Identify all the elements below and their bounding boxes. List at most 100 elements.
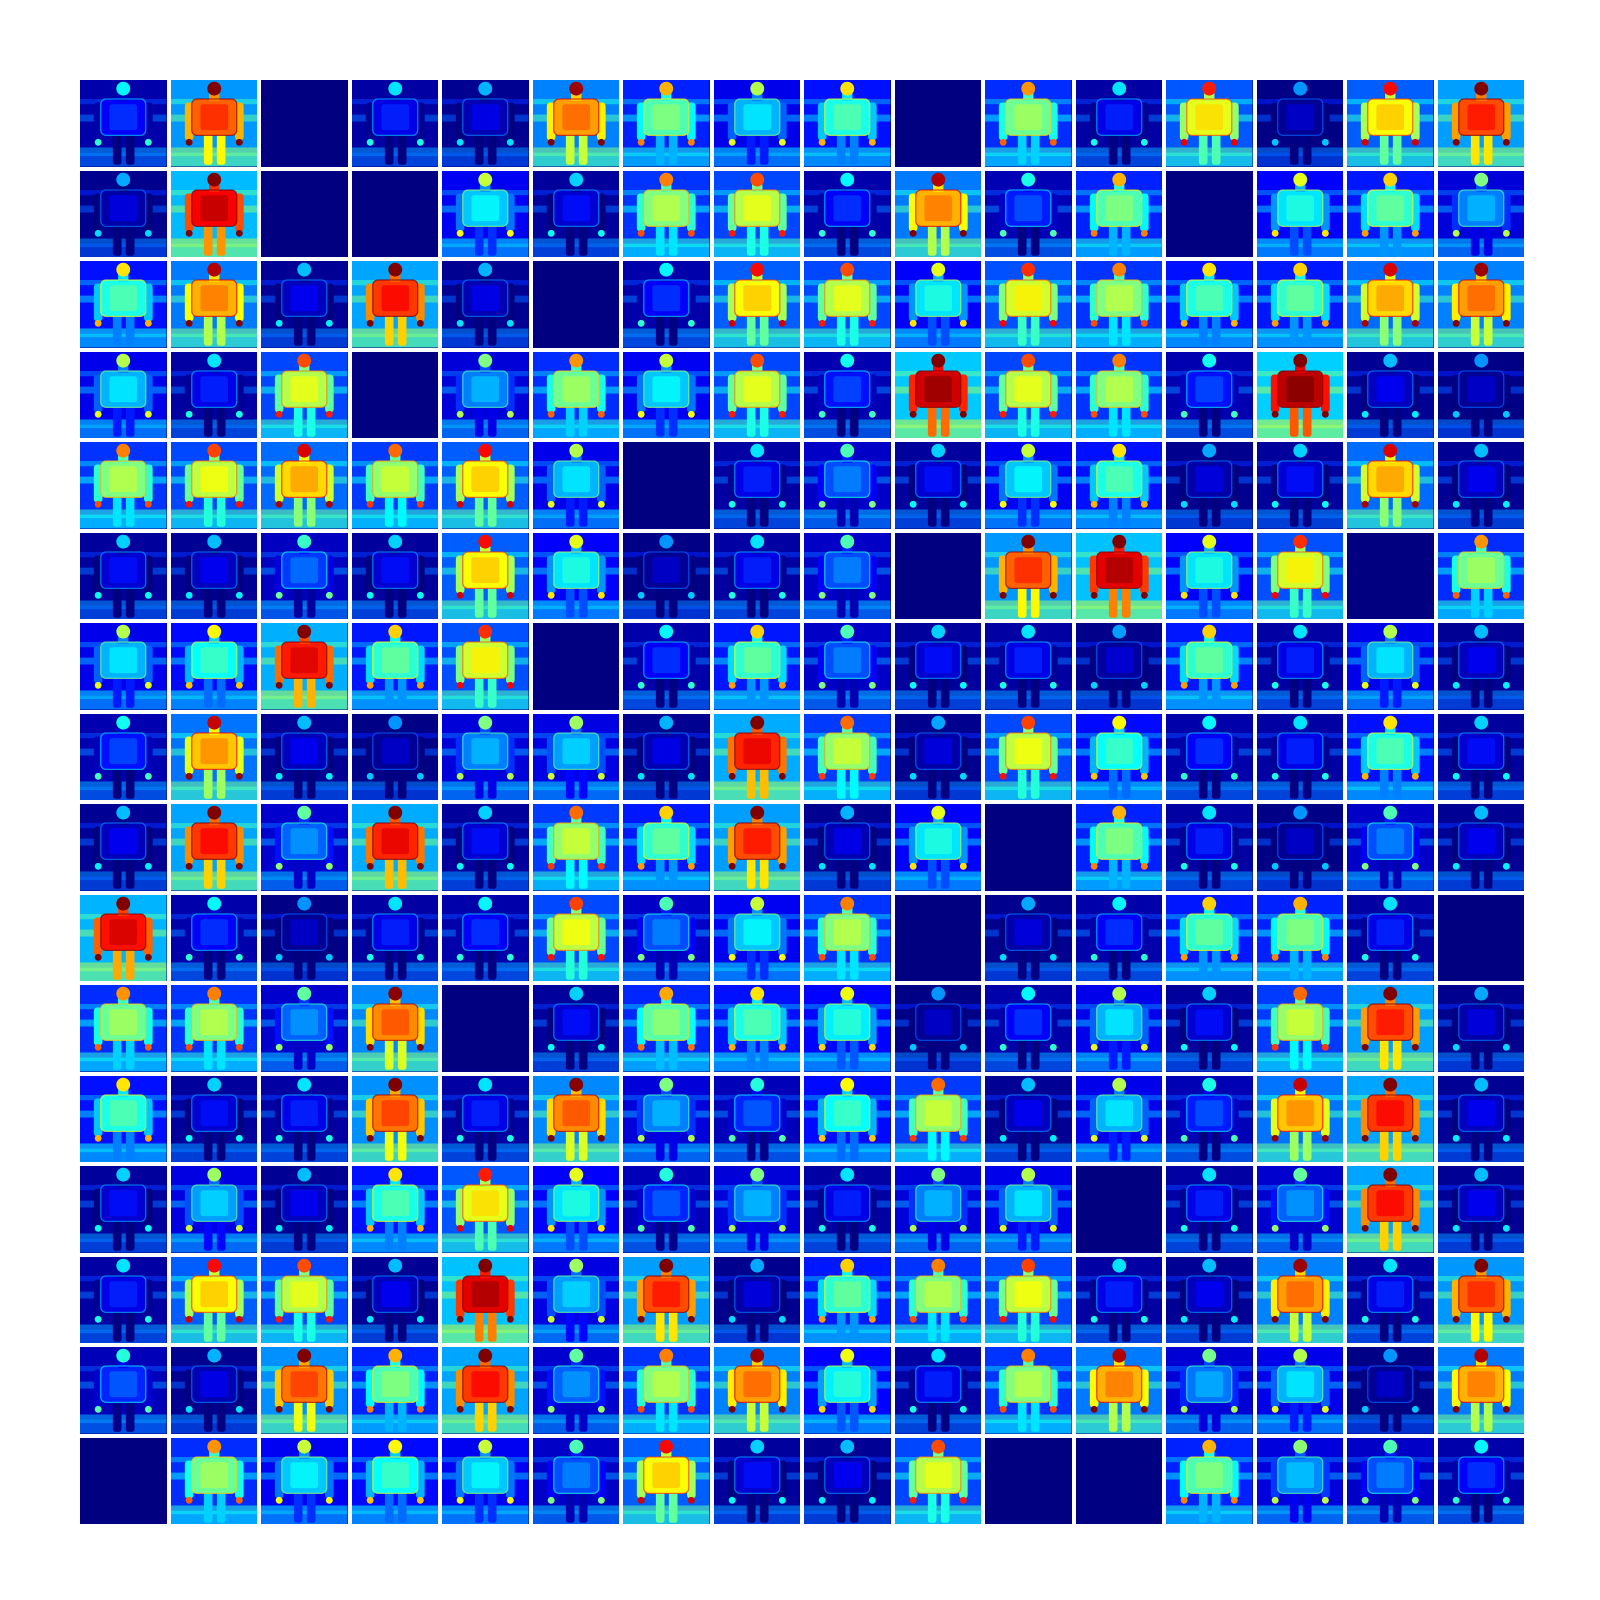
torso-highlight (1376, 737, 1405, 764)
feature-map-tile (1347, 1075, 1434, 1162)
background-streak (985, 328, 1072, 338)
activation-map (1256, 713, 1343, 800)
ground-region (1166, 152, 1253, 167)
torso-edge (100, 98, 147, 137)
torso-highlight (199, 828, 228, 855)
feature-map-tile (713, 80, 800, 167)
figure-head (840, 81, 855, 96)
torso-edge (643, 1274, 690, 1313)
figure-hand (235, 1043, 243, 1051)
activation-map (1437, 80, 1524, 167)
figure-leg (655, 765, 665, 799)
activation-map (894, 1347, 981, 1434)
torso-edge (1005, 279, 1052, 318)
figure-hand (909, 772, 917, 780)
figure-hand (1502, 500, 1510, 508)
figure-hand (687, 138, 695, 146)
activation-map (170, 804, 257, 891)
figure-neck (1204, 454, 1215, 463)
figure-hand (778, 138, 786, 146)
activation-map (623, 442, 710, 529)
figure-leg (927, 1127, 937, 1161)
activation-map (532, 170, 619, 257)
figure-hand (687, 319, 695, 327)
torso-highlight (1466, 466, 1495, 493)
figure-leg (112, 765, 122, 799)
activation-map (80, 170, 167, 257)
figure-neck (1475, 1269, 1486, 1278)
torso-edge (552, 1274, 599, 1313)
figure-head (840, 1077, 855, 1092)
background-streak (1166, 961, 1253, 971)
figure-hand (366, 500, 374, 508)
figure-leg (1017, 222, 1027, 256)
torso-highlight (561, 1099, 590, 1126)
torso-highlight (380, 1280, 409, 1307)
feature-map-tile (713, 442, 800, 529)
figure-head (659, 1258, 674, 1273)
torso-edge (100, 731, 147, 770)
activation-map (1437, 713, 1524, 800)
background-streak (713, 1233, 800, 1243)
figure-neck (932, 364, 943, 373)
background-streak (1075, 1414, 1162, 1424)
figure-hand (1271, 1043, 1279, 1051)
feature-map-tile (170, 261, 257, 348)
ground-region (1166, 333, 1253, 348)
figure-leg (474, 584, 484, 618)
activation-map (170, 1075, 257, 1162)
figure-hand (778, 500, 786, 508)
torso-edge (733, 188, 780, 227)
figure-leg (836, 674, 846, 708)
figure-neck (480, 635, 491, 644)
figure-leg (1392, 674, 1402, 708)
figure-leg (1289, 403, 1299, 437)
figure-leg (578, 765, 587, 799)
figure-leg (1121, 584, 1130, 618)
figure-hand (547, 138, 555, 146)
ground-region (1347, 1419, 1434, 1434)
figure-hand (94, 953, 102, 961)
figure-leg (487, 946, 497, 980)
figure-leg (1198, 312, 1208, 346)
figure-hand (94, 1315, 102, 1323)
feature-map-tile (80, 532, 167, 619)
figure-neck (1113, 635, 1124, 644)
activation-map (1347, 261, 1434, 348)
torso-highlight (380, 1099, 409, 1126)
figure-hand (235, 319, 243, 327)
feature-map-tile (894, 1256, 981, 1343)
feature-map-tile (351, 1437, 438, 1524)
ground-region (261, 695, 348, 710)
background-streak (1437, 147, 1524, 157)
figure-leg (1108, 493, 1118, 527)
torso-highlight (1466, 737, 1495, 764)
figure-neck (1023, 726, 1034, 735)
figure-leg (849, 946, 859, 980)
feature-map-tile (1437, 1166, 1524, 1253)
feature-map-tile (261, 351, 348, 438)
background-streak (351, 1142, 438, 1152)
torso-edge (733, 460, 780, 499)
figure-leg (216, 584, 225, 618)
ground-region (804, 1148, 891, 1162)
figure-hand (1321, 681, 1329, 689)
torso-highlight (290, 828, 319, 855)
torso-edge (1367, 1274, 1414, 1313)
feature-map-tile (804, 1437, 891, 1524)
torso-highlight (561, 1190, 590, 1217)
figure-leg (849, 1217, 859, 1251)
figure-hand (1452, 1315, 1460, 1323)
feature-map-tile (894, 713, 981, 800)
figure-hand (325, 681, 333, 689)
torso-edge (190, 1184, 237, 1223)
figure-head (1202, 1258, 1217, 1273)
figure-leg (216, 1398, 225, 1432)
ground-region (351, 605, 438, 619)
background-streak (1437, 1504, 1524, 1514)
feature-map-tile (623, 1437, 710, 1524)
activation-map (1166, 985, 1253, 1072)
ground-region (804, 152, 891, 167)
torso-edge (733, 98, 780, 137)
figure-head (1111, 1258, 1126, 1273)
